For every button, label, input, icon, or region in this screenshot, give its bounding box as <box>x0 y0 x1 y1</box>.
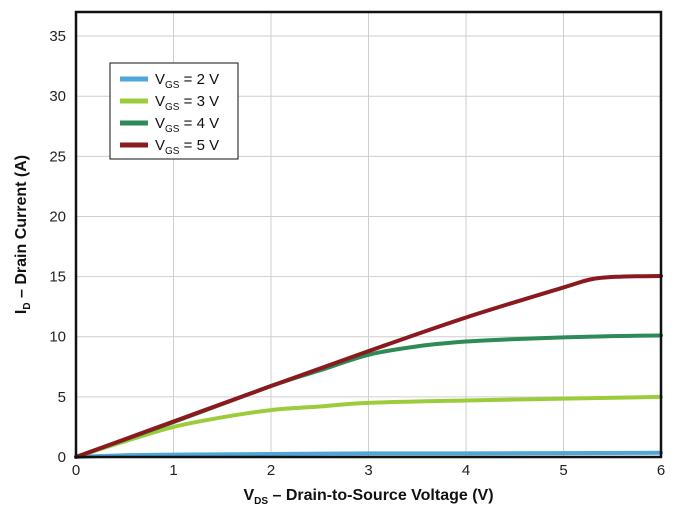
legend-label-sub: GS <box>165 124 180 135</box>
y-tick-label: 30 <box>49 88 66 105</box>
y-tick-label: 20 <box>49 208 66 225</box>
legend-label-main: V <box>155 93 165 110</box>
y-tick-label: 35 <box>49 28 66 45</box>
legend-entry-vgs-3: VGS = 3 V <box>120 93 219 113</box>
legend-label-rest: = 5 V <box>179 137 219 154</box>
legend-label-sub: GS <box>165 146 180 157</box>
x-axis-title-sub: DS <box>254 496 268 507</box>
x-tick-label: 6 <box>657 462 665 479</box>
legend-label-vgs-5: VGS = 5 V <box>155 137 219 157</box>
y-tick-label: 25 <box>49 148 66 165</box>
legend-label-main: V <box>155 71 165 88</box>
legend-entry-vgs-4: VGS = 4 V <box>120 115 219 135</box>
legend-label-vgs-2: VGS = 2 V <box>155 71 219 91</box>
legend-label-rest: = 4 V <box>179 115 219 132</box>
legend-label-rest: = 3 V <box>179 93 219 110</box>
x-axis-title: VDS – Drain-to-Source Voltage (V) <box>243 487 493 507</box>
grid <box>75 12 662 458</box>
legend-label-sub: GS <box>165 80 180 91</box>
x-tick-label: 3 <box>364 462 372 479</box>
series-line-4 <box>74 273 663 459</box>
legend-label-main: V <box>155 115 165 132</box>
legend-label-vgs-4: VGS = 4 V <box>155 115 219 135</box>
x-tick-label: 5 <box>559 462 567 479</box>
legend-entry-vgs-5: VGS = 5 V <box>120 137 219 157</box>
x-tick-label: 4 <box>462 462 470 479</box>
x-axis-title-main: V <box>243 487 254 504</box>
legend-label-sub: GS <box>165 102 180 113</box>
y-axis-title-main: I <box>13 310 30 314</box>
series-line-2 <box>74 394 663 459</box>
x-axis-title-rest: – Drain-to-Source Voltage (V) <box>268 487 494 504</box>
y-axis-ticks: 0 5 10 15 20 25 30 35 <box>49 28 66 466</box>
y-tick-label: 5 <box>58 389 66 406</box>
x-tick-label: 0 <box>72 462 80 479</box>
y-tick-label: 15 <box>49 269 66 286</box>
legend-label-vgs-3: VGS = 3 V <box>155 93 219 113</box>
legend-label-rest: = 2 V <box>179 71 219 88</box>
legend-entry-vgs-2: VGS = 2 V <box>120 71 219 91</box>
series-line-1 <box>74 450 663 459</box>
y-axis-title-rest: – Drain Current (A) <box>13 155 30 303</box>
y-axis-title: ID – Drain Current (A) <box>13 155 33 314</box>
y-axis-title-sub: D <box>22 302 33 309</box>
legend: VGS = 2 V VGS = 3 V VGS = 4 V VGS = 5 V <box>109 62 239 160</box>
legend-label-main: V <box>155 137 165 154</box>
series-layer <box>74 273 663 459</box>
y-tick-label: 0 <box>58 449 66 466</box>
y-tick-label: 10 <box>49 329 66 346</box>
x-tick-label: 2 <box>267 462 275 479</box>
x-tick-label: 1 <box>169 462 177 479</box>
x-axis-ticks: 0 1 2 3 4 5 6 <box>72 462 665 479</box>
plot-frame <box>74 10 663 459</box>
